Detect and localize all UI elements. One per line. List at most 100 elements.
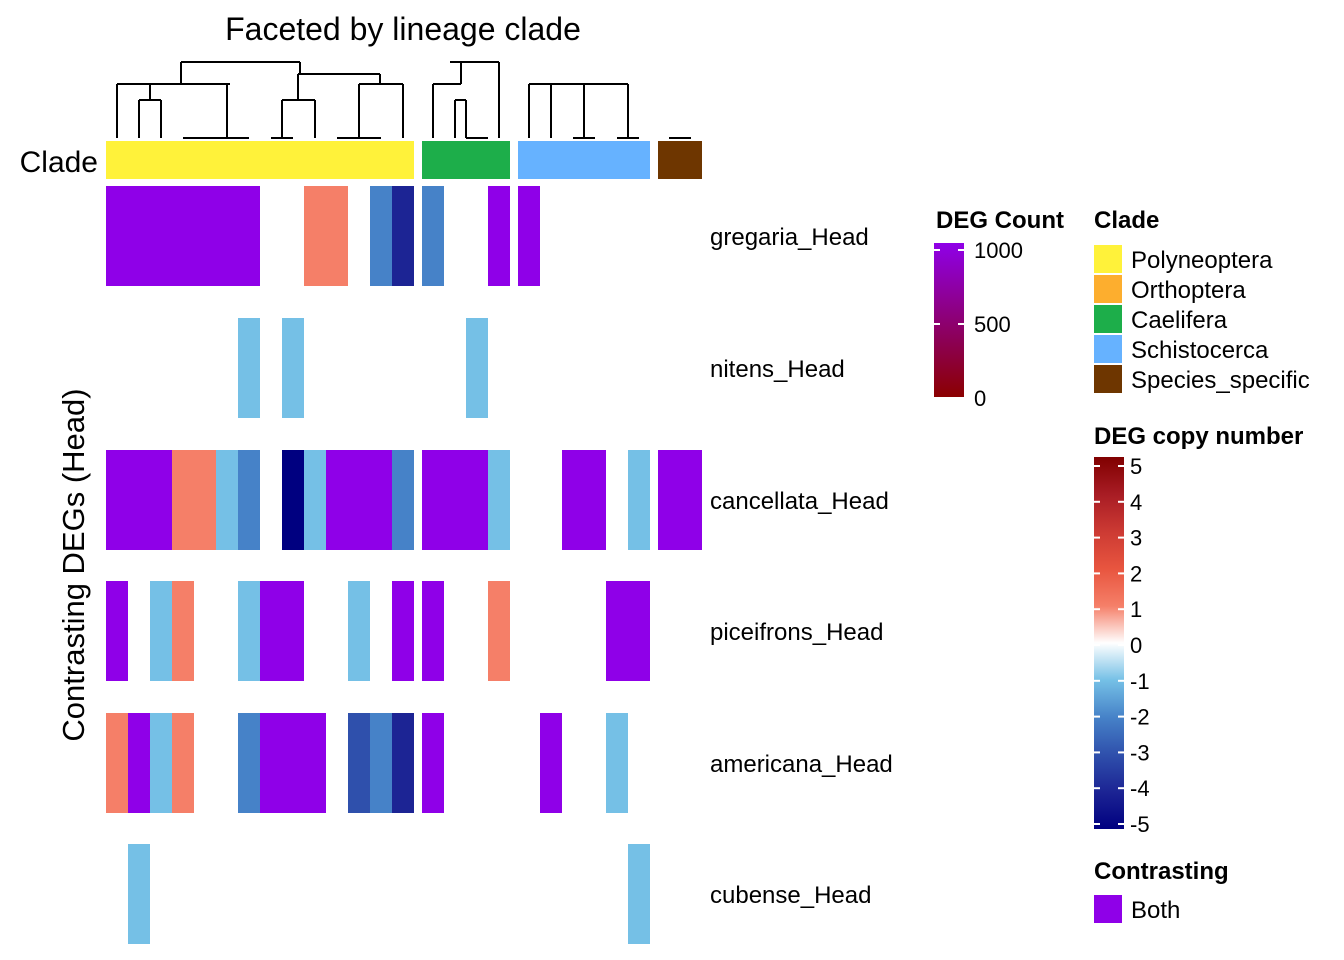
heatmap-cell xyxy=(194,186,216,286)
legend-contrasting-title: Contrasting xyxy=(1094,858,1229,885)
legend-deg-count-colorbar xyxy=(934,243,964,397)
heatmap-cell xyxy=(128,186,150,286)
heatmap-cell xyxy=(370,713,392,813)
heatmap-cell xyxy=(216,450,238,550)
heatmap-cell xyxy=(392,450,414,550)
heatmap-cell xyxy=(106,186,128,286)
legend-contrasting-swatch xyxy=(1094,895,1122,923)
row-label: piceifrons_Head xyxy=(710,619,883,646)
heatmap-cell xyxy=(392,186,414,286)
heatmap-cell xyxy=(172,713,194,813)
heatmap-cell xyxy=(628,581,650,681)
legend-copy-number-tick: 3 xyxy=(1130,526,1142,551)
heatmap-cell xyxy=(444,450,466,550)
row-labels: gregaria_Head nitens_Head cancellata_Headp… xyxy=(710,224,893,909)
heatmap-cells xyxy=(106,186,702,944)
heatmap-cell xyxy=(150,713,172,813)
legend-clade-label: Polyneoptera xyxy=(1131,247,1273,274)
heatmap-cell xyxy=(150,581,172,681)
legend-copy-number-tick: -1 xyxy=(1130,669,1150,694)
legend-copy-number-tick: 1 xyxy=(1130,597,1142,622)
heatmap-cell xyxy=(150,186,172,286)
clade-bar-schistocerca xyxy=(518,141,650,179)
heatmap-cell xyxy=(422,581,444,681)
clade-annotation-bar xyxy=(106,141,702,179)
heatmap-cell xyxy=(260,581,282,681)
legend-copy-number-tick: 5 xyxy=(1130,454,1142,479)
clade-annotation-label: Clade xyxy=(20,146,98,179)
legend-contrasting-label: Both xyxy=(1131,897,1180,924)
heatmap-cell xyxy=(628,844,650,944)
heatmap-cell xyxy=(106,450,128,550)
heatmap-cell xyxy=(260,713,282,813)
heatmap-cell xyxy=(282,450,304,550)
heatmap-cell xyxy=(304,713,326,813)
heatmap-cell xyxy=(106,581,128,681)
column-dendrogram xyxy=(116,61,691,139)
legend-copy-number: DEG copy number 5 4 3 2 1 0 -1 -2 -3 -4 -5 xyxy=(1094,423,1303,837)
legend-clade-swatch xyxy=(1094,335,1122,363)
chart-title: Faceted by lineage clade xyxy=(225,11,581,47)
heatmap-cell xyxy=(584,450,606,550)
heatmap-cell xyxy=(238,318,260,418)
heatmap-cell xyxy=(238,713,260,813)
heatmap-cell xyxy=(370,450,392,550)
heatmap-cell xyxy=(488,186,510,286)
legend-deg-count-tick: 1000 xyxy=(974,238,1023,263)
heatmap-cell xyxy=(422,713,444,813)
row-label: gregaria_Head xyxy=(710,224,869,251)
heatmap-cell xyxy=(282,713,304,813)
heatmap-cell xyxy=(172,450,194,550)
heatmap-cell xyxy=(172,581,194,681)
legend-copy-number-tick: -5 xyxy=(1130,812,1150,837)
legend-clade: Clade Polyneoptera Orthoptera Caelifera Sch… xyxy=(1094,207,1310,394)
heatmap-cell xyxy=(348,581,370,681)
legend-copy-number-colorbar xyxy=(1094,457,1124,829)
clade-bar-species-specific xyxy=(658,141,702,179)
heatmap-cell xyxy=(348,450,370,550)
heatmap-cell xyxy=(106,713,128,813)
row-label: americana_Head xyxy=(710,751,893,778)
legend-clade-swatch xyxy=(1094,365,1122,393)
legend-deg-count-tick: 500 xyxy=(974,312,1011,337)
heatmap-cell xyxy=(466,450,488,550)
heatmap-cell xyxy=(466,318,488,418)
legend-copy-number-tick: 4 xyxy=(1130,490,1142,515)
legend-clade-label: Orthoptera xyxy=(1131,277,1246,304)
legend-copy-number-tick: -3 xyxy=(1130,740,1150,765)
legend-clade-label: Species_specific xyxy=(1131,367,1310,394)
heatmap-cell xyxy=(488,450,510,550)
heatmap-cell xyxy=(422,186,444,286)
heatmap-cell xyxy=(562,450,584,550)
heatmap-cell xyxy=(282,581,304,681)
heatmap-cell xyxy=(238,186,260,286)
heatmap-cell xyxy=(606,581,628,681)
row-label: cancellata_Head xyxy=(710,488,889,515)
legend-copy-number-tick: -2 xyxy=(1130,705,1150,730)
heatmap-cell xyxy=(238,450,260,550)
heatmap-cell xyxy=(540,713,562,813)
heatmap-cell xyxy=(658,450,680,550)
legend-clade-title: Clade xyxy=(1094,207,1159,234)
heatmap-cell xyxy=(304,450,326,550)
heatmap-cell xyxy=(392,713,414,813)
legend-clade-label: Caelifera xyxy=(1131,307,1228,334)
heatmap-cell xyxy=(326,186,348,286)
legend-copy-number-tick: 0 xyxy=(1130,633,1142,658)
heatmap-cell xyxy=(194,450,216,550)
heatmap-cell xyxy=(282,318,304,418)
heatmap-cell xyxy=(150,450,172,550)
legend-deg-count: DEG Count 1000 500 0 xyxy=(934,207,1064,411)
legend-clade-label: Schistocerca xyxy=(1131,337,1269,364)
heatmap-cell xyxy=(348,713,370,813)
legend-deg-count-tick: 0 xyxy=(974,386,986,411)
y-axis-label: Contrasting DEGs (Head) xyxy=(56,388,91,741)
heatmap-cell xyxy=(488,581,510,681)
heatmap-cell xyxy=(392,581,414,681)
heatmap-cell xyxy=(518,186,540,286)
heatmap-cell xyxy=(128,450,150,550)
heatmap-cell xyxy=(370,186,392,286)
legend-clade-swatch xyxy=(1094,245,1122,273)
legend-deg-count-title: DEG Count xyxy=(936,207,1064,234)
